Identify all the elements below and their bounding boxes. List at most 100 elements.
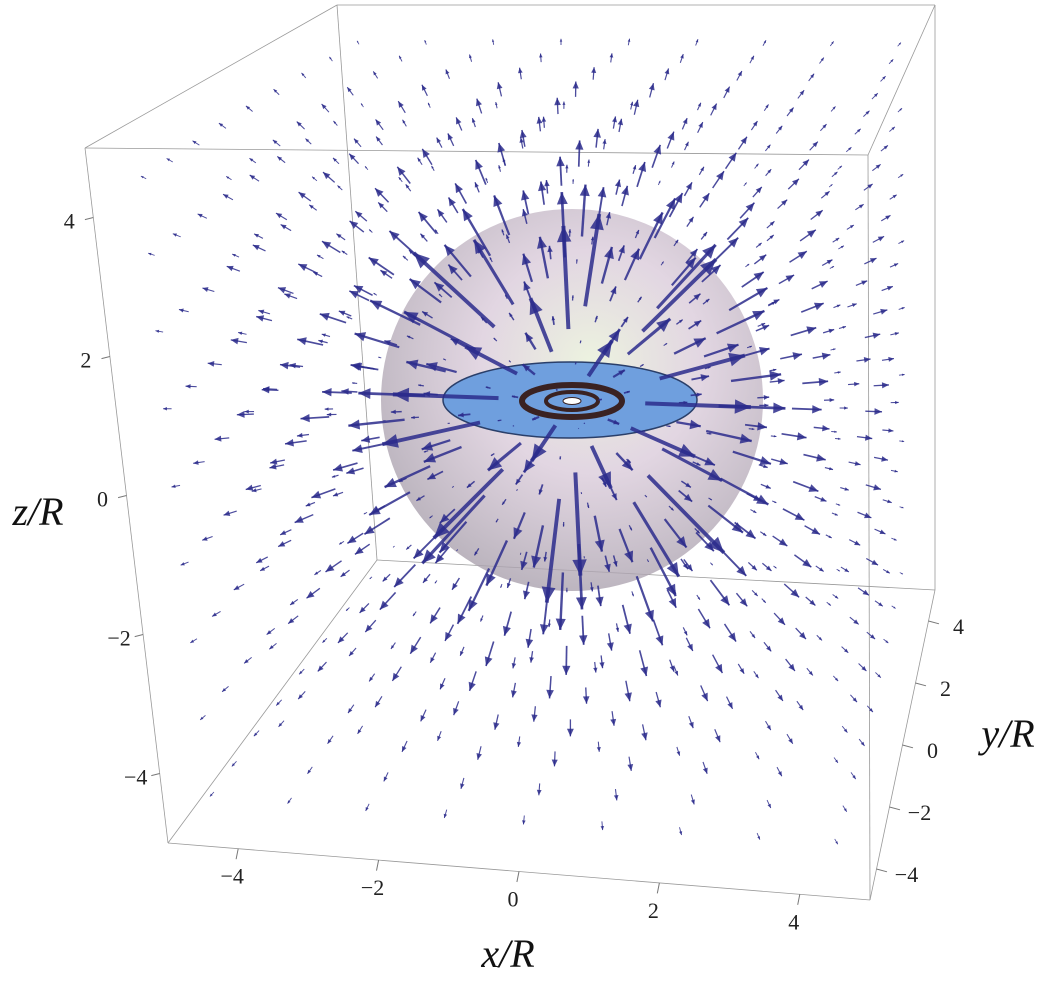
arrow-head [740, 136, 747, 145]
arrow-head [844, 568, 849, 572]
arrow-head [675, 239, 679, 244]
arrow-head [312, 176, 316, 180]
arrow-head [672, 589, 676, 594]
arrow-head [815, 210, 823, 217]
arrow-head [581, 493, 582, 495]
arrow-head [523, 281, 531, 291]
arrow-head [893, 606, 896, 609]
arrow-head [547, 245, 553, 253]
arrow-head [439, 541, 451, 553]
arrow-head [852, 775, 856, 780]
arrow-head [861, 666, 867, 672]
arrow-head [252, 244, 260, 251]
arrow-head [679, 831, 683, 836]
arrow-head [769, 370, 782, 381]
arrow-head [437, 209, 445, 218]
arrow-head [347, 535, 357, 544]
arrow-head [671, 161, 675, 165]
arrow-head [893, 263, 899, 267]
arrow-head [296, 121, 302, 127]
arrow-head [341, 250, 345, 254]
arrow-head [763, 464, 768, 469]
arrow-head [739, 433, 752, 444]
arrow-head [562, 101, 566, 105]
arrow-head [434, 282, 445, 292]
arrow-head [834, 677, 839, 682]
arrow-head [865, 110, 870, 115]
arrow-head [618, 245, 625, 254]
arrow-head [655, 635, 664, 646]
tick-mark [656, 882, 660, 894]
arrow-head [707, 469, 723, 481]
arrow-head [631, 593, 634, 597]
arrow-head [361, 103, 363, 106]
arrow-head [727, 702, 733, 709]
x-tick-label: 2 [648, 898, 659, 923]
arrow-head [806, 229, 816, 238]
arrow-head [622, 316, 628, 323]
arrow-head [280, 224, 287, 230]
arrow-head [500, 585, 502, 588]
arrow-head [230, 337, 239, 345]
arrow-head [858, 204, 864, 209]
arrow-head [837, 437, 841, 440]
arrow-head [280, 530, 287, 535]
arrow-head [233, 585, 240, 590]
arrow-head [318, 339, 323, 344]
arrow-head [685, 141, 689, 147]
arrow-head [568, 229, 572, 233]
arrow-head [831, 41, 834, 45]
arrow-head [821, 352, 831, 360]
arrow-head [495, 520, 498, 523]
arrow-head [877, 674, 881, 678]
arrow-head [485, 386, 489, 389]
arrow-head [572, 179, 575, 182]
arrow-head [522, 590, 530, 600]
arrow-head [844, 406, 848, 410]
arrow-head [322, 172, 331, 180]
arrow-head [737, 70, 742, 77]
arrow-head [877, 236, 885, 242]
arrow-head [611, 493, 617, 501]
arrow-head [641, 364, 644, 367]
arrow-head [605, 212, 612, 219]
arrow-head [693, 293, 701, 301]
tick-mark [928, 620, 940, 625]
arrow-head [551, 316, 556, 321]
arrow-head [349, 290, 360, 299]
arrow-head [522, 820, 526, 825]
arrow-head [521, 209, 528, 217]
arrow-head [341, 388, 349, 395]
tick-mark [915, 682, 927, 687]
arrow-head [680, 54, 684, 59]
arrow-head [838, 569, 840, 572]
arrow-head [792, 178, 799, 186]
arrow-head [426, 362, 438, 372]
arrow-head [556, 389, 558, 390]
arrow-head [648, 83, 655, 91]
arrow-head [812, 405, 822, 414]
arrow-head [888, 356, 894, 362]
arrow-head [752, 121, 758, 127]
arrow-head [555, 618, 566, 630]
arrow-head [575, 259, 578, 262]
arrow-head [337, 185, 341, 189]
arrow-head [398, 177, 402, 180]
arrow-head [565, 590, 568, 593]
arrow-head [572, 81, 579, 89]
arrow-head [412, 613, 416, 617]
z-tick-label: 0 [97, 487, 108, 512]
arrow-head [333, 463, 343, 472]
arrow-head [758, 242, 762, 247]
arrow-head [745, 202, 755, 212]
tick-mark [516, 871, 520, 883]
arrow-head [750, 55, 754, 60]
arrow-head [854, 381, 860, 387]
arrow-head [294, 515, 304, 523]
arrow-head [354, 546, 364, 555]
arrow-head [575, 362, 577, 364]
arrow [641, 258, 718, 333]
arrow-head [544, 180, 550, 187]
arrow-head [190, 639, 195, 643]
arrow-head [882, 76, 886, 80]
